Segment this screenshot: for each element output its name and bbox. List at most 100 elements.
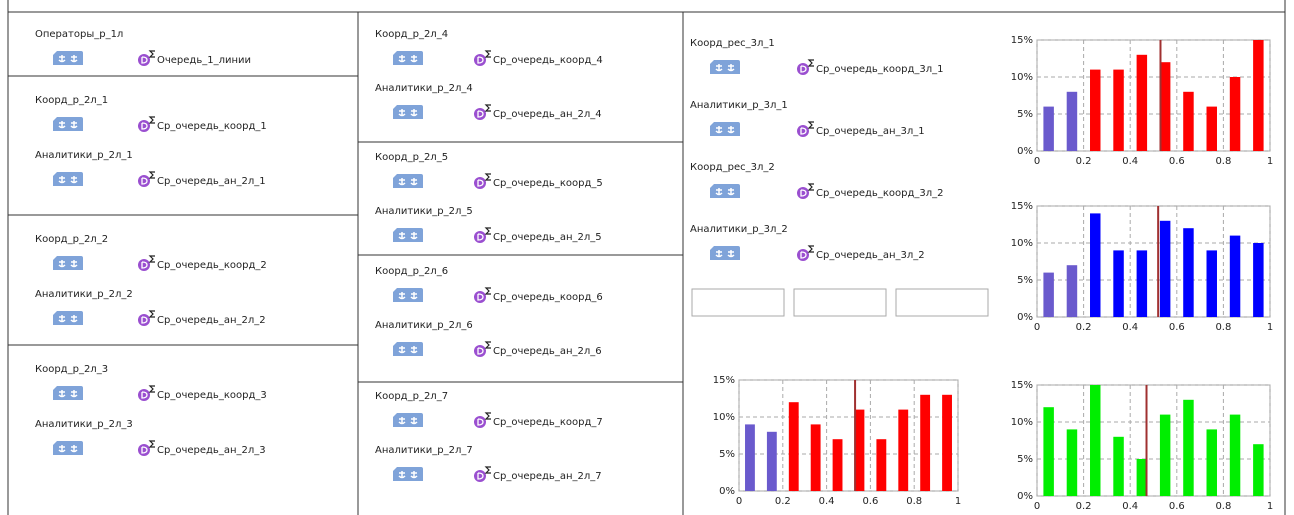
input-box[interactable] bbox=[691, 288, 785, 317]
statistics-label: Ср_очередь_ан_2л_2 bbox=[157, 315, 266, 326]
icon-shape bbox=[53, 311, 83, 325]
statistics-label: Ср_очередь_ан_2л_5 bbox=[493, 232, 602, 243]
icon-shape bbox=[53, 51, 83, 65]
icon-sigma bbox=[807, 121, 814, 129]
bar bbox=[1253, 444, 1264, 496]
icon-shape bbox=[393, 174, 423, 188]
bar bbox=[810, 424, 821, 491]
icon-glyph bbox=[398, 55, 418, 63]
icon-glyph bbox=[58, 445, 78, 453]
icon-glyph bbox=[398, 346, 418, 354]
icon-sigma bbox=[148, 385, 155, 393]
icon-glyph bbox=[477, 179, 484, 187]
resource-pool-icon bbox=[393, 105, 423, 119]
bar bbox=[1043, 272, 1054, 317]
icon-shape bbox=[393, 105, 423, 119]
resource-pool-icon bbox=[393, 467, 423, 481]
pool-label: Аналитики_р_3л_1 bbox=[690, 100, 788, 111]
icon-sigma bbox=[148, 116, 155, 124]
pool-label: Аналитики_р_2л_2 bbox=[35, 289, 133, 300]
icon-glyph bbox=[800, 189, 807, 197]
icon-sigma bbox=[807, 245, 814, 253]
bar bbox=[1183, 228, 1194, 317]
icon-shape bbox=[53, 256, 83, 270]
bar bbox=[1066, 265, 1078, 317]
bar bbox=[1090, 385, 1101, 496]
bar bbox=[1113, 436, 1124, 496]
x-tick-label: 0.8 bbox=[1215, 501, 1231, 512]
x-tick-label: 0.8 bbox=[1215, 156, 1231, 167]
resource-pool-icon bbox=[393, 174, 423, 188]
bar bbox=[1066, 429, 1078, 496]
x-tick-label: 0.6 bbox=[1169, 322, 1185, 333]
pool-label: Коорд_р_2л_5 bbox=[375, 152, 448, 163]
statistics-label: Ср_очередь_коорд_5 bbox=[493, 178, 603, 189]
icon-sigma bbox=[484, 104, 491, 112]
resource-pool-icon bbox=[710, 246, 740, 260]
resource-pool-icon bbox=[53, 172, 83, 186]
input-box[interactable] bbox=[793, 288, 887, 317]
y-tick-label: 0% bbox=[719, 486, 735, 497]
resource-pool-icon bbox=[393, 51, 423, 65]
resource-pool-icon bbox=[710, 184, 740, 198]
icon-glyph bbox=[141, 446, 148, 454]
icon-circle bbox=[797, 249, 809, 261]
icon-circle bbox=[138, 314, 150, 326]
y-tick-label: 0% bbox=[1017, 146, 1033, 157]
input-box[interactable] bbox=[895, 288, 989, 317]
resource-pool-icon bbox=[393, 413, 423, 427]
y-tick-label: 15% bbox=[1011, 201, 1033, 212]
pool-label: Аналитики_р_2л_5 bbox=[375, 206, 473, 217]
icon-glyph bbox=[141, 177, 148, 185]
icon-sigma bbox=[148, 50, 155, 58]
bar bbox=[766, 431, 777, 491]
bar bbox=[1113, 69, 1124, 151]
pool-label: Коорд_рес_3л_1 bbox=[690, 38, 775, 49]
y-tick-label: 10% bbox=[1011, 417, 1033, 428]
icon-glyph bbox=[141, 316, 148, 324]
x-tick-label: 1 bbox=[1267, 501, 1273, 512]
statistics-icon bbox=[797, 183, 814, 199]
bar bbox=[1206, 250, 1217, 317]
pool-label: Коорд_р_2л_2 bbox=[35, 234, 108, 245]
statistics-icon bbox=[474, 287, 491, 303]
statistics-label: Ср_очередь_ан_2л_6 bbox=[493, 346, 602, 357]
icon-shape bbox=[393, 228, 423, 242]
statistics-label: Ср_очередь_коорд_2 bbox=[157, 260, 267, 271]
x-tick-label: 0.2 bbox=[1076, 322, 1092, 333]
icon-glyph bbox=[141, 56, 148, 64]
icon-glyph bbox=[477, 233, 484, 241]
resource-pool-icon bbox=[53, 441, 83, 455]
x-tick-label: 1 bbox=[1267, 322, 1273, 333]
statistics-icon bbox=[138, 255, 155, 271]
icon-glyph bbox=[398, 109, 418, 117]
x-tick-label: 0.6 bbox=[1169, 501, 1185, 512]
icon-glyph bbox=[800, 65, 807, 73]
pool-label: Аналитики_р_2л_4 bbox=[375, 83, 473, 94]
icon-circle bbox=[797, 187, 809, 199]
icon-glyph bbox=[800, 127, 807, 135]
y-tick-label: 5% bbox=[1017, 109, 1033, 120]
bar bbox=[1206, 106, 1217, 151]
bar bbox=[1229, 235, 1241, 317]
x-tick-label: 0.4 bbox=[819, 496, 835, 507]
icon-circle bbox=[797, 125, 809, 137]
statistics-label: Ср_очередь_коорд_1 bbox=[157, 121, 267, 132]
resource-pool-icon bbox=[53, 386, 83, 400]
icon-sigma bbox=[807, 59, 814, 67]
icon-shape bbox=[710, 122, 740, 136]
y-tick-label: 15% bbox=[1011, 35, 1033, 46]
icon-shape bbox=[393, 467, 423, 481]
bar bbox=[832, 439, 843, 491]
icon-glyph bbox=[141, 261, 148, 269]
icon-glyph bbox=[398, 292, 418, 300]
icon-shape bbox=[53, 117, 83, 131]
bar bbox=[1066, 91, 1078, 151]
bar bbox=[854, 409, 865, 491]
statistics-icon bbox=[138, 116, 155, 132]
bar bbox=[1113, 250, 1124, 317]
icon-sigma bbox=[807, 183, 814, 191]
x-tick-label: 0.8 bbox=[1215, 322, 1231, 333]
icon-glyph bbox=[58, 121, 78, 129]
bar bbox=[788, 402, 799, 491]
